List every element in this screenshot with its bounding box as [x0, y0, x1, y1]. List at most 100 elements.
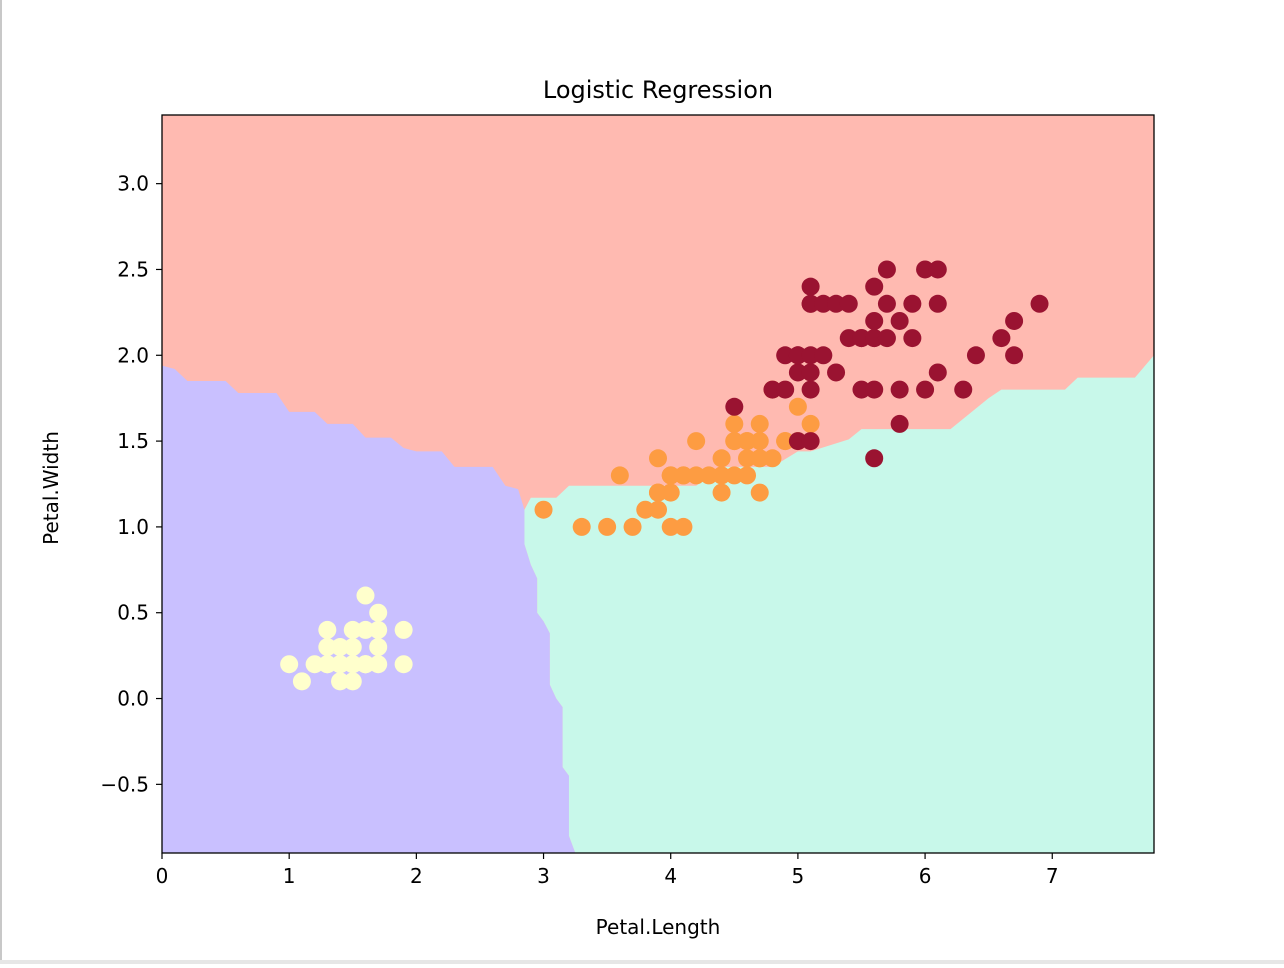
point-class-2: [865, 329, 884, 348]
point-class-2: [827, 294, 846, 313]
x-tick-label: 3: [537, 864, 550, 888]
point-class-2: [877, 329, 896, 348]
point-class-2: [865, 277, 884, 296]
x-tick-label: 2: [410, 864, 423, 888]
point-class-2: [1030, 294, 1049, 313]
point-class-2: [1005, 346, 1024, 365]
y-tick-label: 3.0: [117, 172, 149, 196]
point-class-0: [394, 655, 413, 674]
point-class-2: [966, 346, 985, 365]
point-class-1: [661, 517, 680, 536]
point-class-0: [318, 638, 337, 657]
point-class-0: [369, 620, 388, 639]
point-class-0: [331, 638, 350, 657]
point-class-2: [928, 363, 947, 382]
point-class-0: [305, 655, 324, 674]
point-class-1: [699, 466, 718, 485]
point-class-2: [801, 294, 820, 313]
point-class-2: [725, 397, 744, 416]
point-class-2: [763, 380, 782, 399]
point-class-1: [623, 517, 642, 536]
y-tick-label: 1.0: [117, 515, 149, 539]
point-class-2: [852, 380, 871, 399]
point-class-2: [852, 329, 871, 348]
plot-frame: [161, 114, 1155, 854]
point-class-1: [750, 483, 769, 502]
point-class-1: [636, 500, 655, 519]
point-class-2: [801, 363, 820, 382]
x-tick-label: 0: [156, 864, 169, 888]
point-class-0: [331, 672, 350, 691]
point-class-1: [763, 449, 782, 468]
point-class-1: [610, 466, 629, 485]
point-class-0: [356, 620, 375, 639]
point-class-0: [356, 655, 375, 674]
point-class-1: [534, 500, 553, 519]
point-class-2: [890, 311, 909, 330]
decision-regions: [162, 115, 1154, 853]
point-class-2: [877, 260, 896, 279]
point-class-1: [712, 449, 731, 468]
point-class-1: [712, 466, 731, 485]
point-class-2: [788, 432, 807, 451]
scatter-points: [280, 260, 1049, 691]
y-axis: −0.5 0.0 0.5 1.0 1.5 2.0 2.5 3.0: [100, 172, 162, 796]
point-class-2: [788, 363, 807, 382]
point-class-2: [827, 363, 846, 382]
point-class-0: [343, 638, 362, 657]
point-class-2: [801, 380, 820, 399]
point-class-0: [331, 655, 350, 674]
point-class-1: [674, 517, 693, 536]
point-class-2: [776, 346, 795, 365]
point-class-1: [750, 414, 769, 433]
point-class-1: [725, 414, 744, 433]
point-class-1: [738, 466, 757, 485]
point-class-1: [687, 466, 706, 485]
x-tick-label: 7: [1046, 864, 1059, 888]
point-class-2: [865, 311, 884, 330]
x-tick-label: 4: [664, 864, 677, 888]
point-class-2: [814, 294, 833, 313]
region-right: [524, 355, 1154, 853]
point-class-2: [1005, 311, 1024, 330]
x-axis: 0 1 2 3 4 5 6 7: [156, 853, 1059, 888]
point-class-1: [738, 432, 757, 451]
point-class-2: [890, 380, 909, 399]
point-class-0: [369, 603, 388, 622]
y-tick-label: 0.5: [117, 601, 149, 625]
y-tick-label: 1.5: [117, 429, 149, 453]
point-class-2: [903, 294, 922, 313]
point-class-1: [661, 466, 680, 485]
point-class-2: [865, 449, 884, 468]
point-class-2: [916, 380, 935, 399]
point-class-0: [369, 655, 388, 674]
point-class-2: [865, 380, 884, 399]
point-class-0: [292, 672, 311, 691]
point-class-0: [356, 586, 375, 605]
point-class-0: [318, 620, 337, 639]
point-class-1: [687, 432, 706, 451]
point-class-2: [801, 432, 820, 451]
point-class-2: [928, 294, 947, 313]
point-class-2: [928, 260, 947, 279]
point-class-2: [890, 414, 909, 433]
point-class-2: [877, 294, 896, 313]
point-class-0: [318, 655, 337, 674]
point-class-1: [712, 483, 731, 502]
y-tick-label: 2.5: [117, 257, 149, 281]
y-tick-label: 0.0: [117, 687, 149, 711]
point-class-0: [394, 620, 413, 639]
point-class-1: [661, 483, 680, 502]
y-tick-label: 2.0: [117, 343, 149, 367]
point-class-1: [788, 397, 807, 416]
point-class-2: [814, 346, 833, 365]
point-class-2: [776, 380, 795, 399]
x-axis-label: Petal.Length: [596, 915, 721, 939]
point-class-2: [839, 329, 858, 348]
point-class-2: [839, 294, 858, 313]
point-class-2: [916, 260, 935, 279]
point-class-2: [801, 346, 820, 365]
point-class-0: [280, 655, 299, 674]
x-tick-label: 5: [792, 864, 805, 888]
point-class-1: [750, 449, 769, 468]
